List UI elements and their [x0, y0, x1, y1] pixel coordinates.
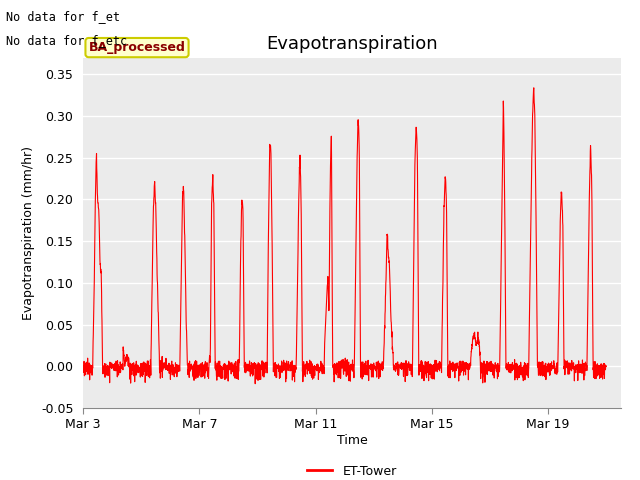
X-axis label: Time: Time: [337, 434, 367, 447]
Text: No data for f_etc: No data for f_etc: [6, 34, 127, 47]
Text: BA_processed: BA_processed: [88, 41, 186, 54]
Y-axis label: Evapotranspiration (mm/hr): Evapotranspiration (mm/hr): [22, 146, 35, 320]
Legend: ET-Tower: ET-Tower: [302, 460, 402, 480]
Text: No data for f_et: No data for f_et: [6, 10, 120, 23]
Title: Evapotranspiration: Evapotranspiration: [266, 35, 438, 53]
